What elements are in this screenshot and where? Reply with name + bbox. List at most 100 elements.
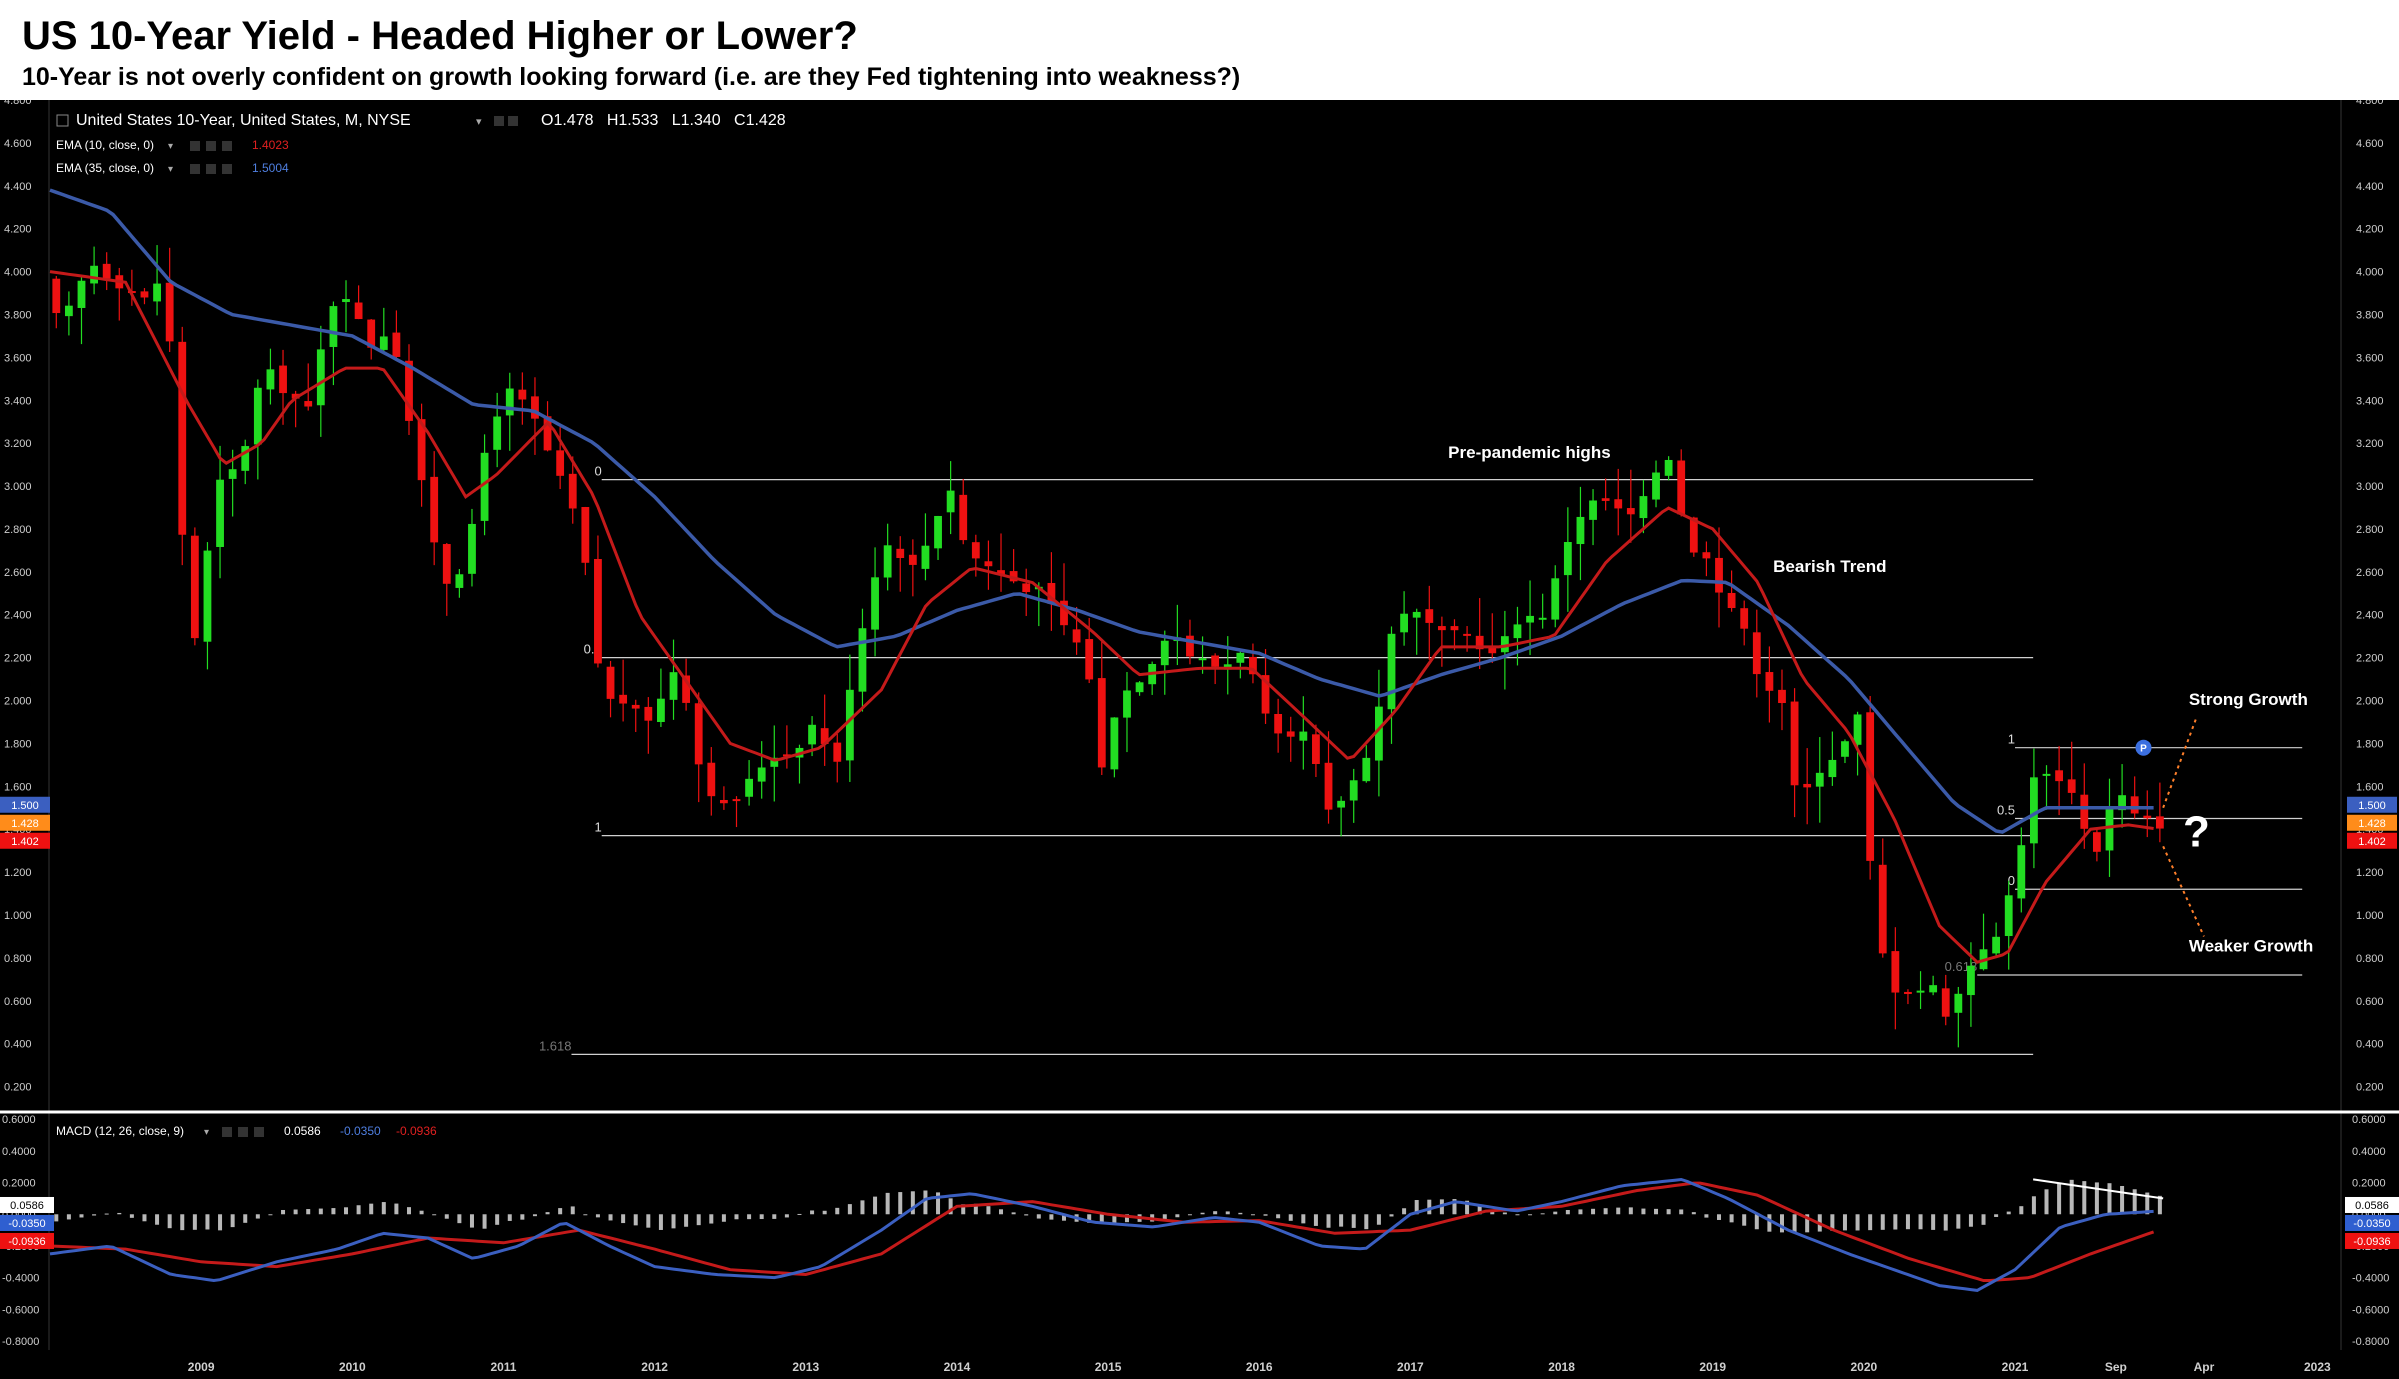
- macd-histogram-bar: [1326, 1214, 1331, 1228]
- settings-icon[interactable]: [494, 116, 504, 126]
- x-tick-label: 2009: [188, 1360, 215, 1374]
- annotation-question-mark: ?: [2183, 807, 2210, 856]
- macd-histogram-bar: [1893, 1214, 1898, 1230]
- candle-body: [1513, 624, 1522, 639]
- y-tick-label-left: 2.800: [4, 524, 32, 536]
- candle-body: [543, 416, 552, 451]
- chevron-down-icon[interactable]: ▾: [476, 115, 482, 128]
- macd-histogram-bar: [1654, 1208, 1659, 1215]
- macd-histogram-bar: [1754, 1214, 1759, 1230]
- chevron-down-icon[interactable]: ▾: [168, 164, 173, 175]
- macd-badge-left: [0, 1232, 54, 1249]
- macd-histogram-bar: [1830, 1214, 1835, 1231]
- macd-histogram-bar: [1767, 1214, 1772, 1232]
- macd-histogram-bar: [469, 1214, 474, 1228]
- macd-histogram-bar: [873, 1196, 878, 1215]
- y-tick-label-left: 4.400: [4, 181, 32, 193]
- settings-icon[interactable]: [190, 141, 200, 151]
- y-tick-label-left: 4.800: [4, 100, 32, 107]
- fib-level-label: 1.618: [539, 1038, 572, 1053]
- macd-histogram-bar: [1704, 1214, 1709, 1218]
- candle-body: [52, 278, 61, 314]
- candle-body: [1891, 951, 1900, 993]
- macd-histogram-bar: [369, 1203, 374, 1215]
- eye-icon[interactable]: [206, 141, 216, 151]
- candle-body: [1198, 658, 1207, 661]
- macd-histogram-bar: [1175, 1214, 1180, 1218]
- marker-p-icon[interactable]: [2135, 739, 2152, 756]
- macd-histogram-bar: [1779, 1214, 1784, 1233]
- candle-body: [178, 341, 187, 535]
- y-tick-label-right: 0.400: [2356, 1039, 2384, 1051]
- candle-body: [1286, 731, 1295, 737]
- price-badge-left: [0, 832, 50, 849]
- candle-body: [556, 450, 565, 476]
- macd-histogram-bar: [772, 1214, 777, 1219]
- y-tick-label-left: 0.200: [4, 1082, 32, 1094]
- candle-body: [568, 473, 577, 509]
- macd-histogram-bar: [1905, 1214, 1910, 1230]
- candle-body: [316, 349, 325, 406]
- eye-icon[interactable]: [206, 164, 216, 174]
- macd-histogram-bar: [1981, 1214, 1986, 1225]
- candle-body: [1815, 772, 1824, 787]
- candle-body: [153, 283, 161, 302]
- legend-collapse-icon[interactable]: [56, 114, 69, 127]
- candle-body: [1652, 472, 1660, 500]
- candle-body: [90, 265, 98, 284]
- candle-body: [984, 561, 993, 567]
- candle-body: [531, 396, 539, 419]
- macd-histogram-bar: [1855, 1214, 1860, 1231]
- macd-histogram-bar: [1603, 1208, 1608, 1215]
- macd-histogram-bar: [1691, 1212, 1696, 1215]
- candle-body: [480, 452, 489, 521]
- macd-histogram-bar: [1679, 1209, 1684, 1215]
- price-badge-right: [2347, 796, 2397, 813]
- macd-tick-label-right: 0.6000: [2352, 1114, 2386, 1126]
- close-icon[interactable]: [222, 164, 232, 174]
- x-tick-label: 2017: [1397, 1360, 1424, 1374]
- macd-histogram-bar: [797, 1213, 802, 1215]
- candle-body: [833, 742, 842, 762]
- macd-histogram-bar: [1427, 1199, 1432, 1215]
- chevron-down-icon[interactable]: ▾: [204, 1127, 209, 1138]
- candle-body: [2042, 773, 2051, 776]
- candle-body: [934, 515, 942, 549]
- symbol-legend: United States 10-Year, United States, M,…: [56, 112, 786, 129]
- candle-body: [1375, 706, 1383, 761]
- candle-body: [2130, 796, 2139, 814]
- y-tick-label-right: 2.000: [2356, 696, 2384, 708]
- candle-body: [455, 574, 464, 588]
- candle-body: [1097, 678, 1106, 768]
- y-tick-label-left: 3.000: [4, 481, 32, 493]
- macd-histogram-bar: [2120, 1185, 2125, 1215]
- macd-histogram-bar: [961, 1204, 966, 1215]
- candle-body: [1110, 717, 1119, 770]
- candle-body: [1853, 714, 1862, 745]
- y-tick-label-right: 0.200: [2356, 1082, 2384, 1094]
- macd-histogram-bar: [1276, 1214, 1281, 1219]
- macd-histogram-bar: [1250, 1214, 1255, 1216]
- chevron-down-icon[interactable]: ▾: [168, 141, 173, 152]
- macd-histogram-bar: [1162, 1214, 1167, 1221]
- x-tick-label: 2019: [1699, 1360, 1726, 1374]
- close-icon[interactable]: [254, 1127, 264, 1137]
- macd-histogram-bar: [721, 1214, 726, 1222]
- macd-histogram-bar: [1061, 1214, 1066, 1221]
- candle-body: [1022, 583, 1031, 593]
- macd-histogram-bar: [633, 1214, 638, 1226]
- macd-histogram-bar: [520, 1214, 525, 1220]
- settings-icon[interactable]: [190, 164, 200, 174]
- price-badge-right: [2347, 832, 2397, 849]
- macd-tick-label-left: 0.4000: [2, 1146, 36, 1158]
- macd-histogram-bar: [457, 1214, 462, 1224]
- candle-body: [241, 446, 250, 471]
- candle-body: [1009, 571, 1018, 582]
- macd-histogram-bar: [1591, 1208, 1596, 1215]
- macd-badge-right: [2345, 1196, 2399, 1213]
- settings-icon[interactable]: [222, 1127, 232, 1137]
- y-tick-label-right: 1.000: [2356, 910, 2384, 922]
- close-icon[interactable]: [222, 141, 232, 151]
- close-icon[interactable]: [508, 116, 518, 126]
- eye-icon[interactable]: [238, 1127, 248, 1137]
